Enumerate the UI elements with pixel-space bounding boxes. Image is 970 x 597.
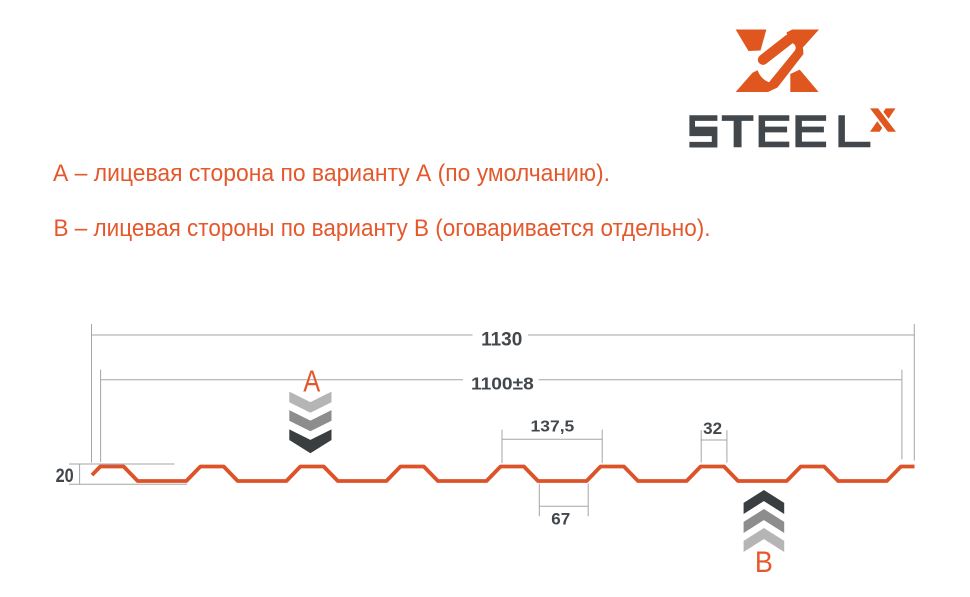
svg-text:1100±8: 1100±8: [471, 373, 534, 393]
svg-text:В: В: [755, 546, 773, 579]
svg-text:32: 32: [703, 419, 722, 438]
svg-text:20: 20: [56, 465, 74, 487]
svg-text:1130: 1130: [481, 329, 522, 350]
svg-text:137,5: 137,5: [531, 419, 575, 436]
svg-text:А: А: [303, 364, 320, 399]
svg-text:В – лицевая стороны по вариант: В – лицевая стороны по варианту В (огова…: [54, 215, 711, 242]
svg-text:67: 67: [551, 510, 570, 529]
svg-text:А – лицевая сторона по вариант: А – лицевая сторона по варианту А (по ум…: [53, 160, 610, 187]
